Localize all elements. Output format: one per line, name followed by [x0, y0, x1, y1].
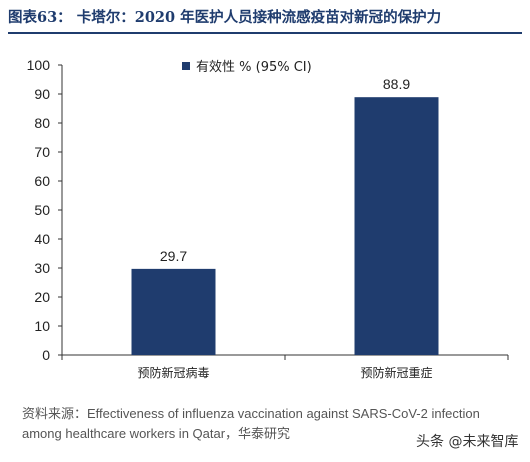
y-tick-label: 40	[34, 231, 50, 247]
data-label: 88.9	[383, 76, 410, 92]
y-tick-label: 60	[34, 173, 50, 189]
bar	[354, 97, 439, 355]
y-tick-label: 0	[42, 347, 50, 363]
y-tick-label: 30	[34, 260, 50, 276]
data-label: 29.7	[160, 248, 187, 264]
source-line-2: among healthcare workers in Qatar，华泰研究	[22, 426, 291, 441]
watermark: 头条 @未来智库	[416, 434, 519, 450]
y-tick-label: 70	[34, 144, 50, 160]
y-tick-label: 20	[34, 289, 50, 305]
title-divider	[8, 32, 522, 34]
bar-chart: 0 10 20 30 40 50 60 70 80 90 100 29.7 预防新冠病毒 88.9 预防新…	[27, 57, 509, 380]
y-tick-label: 80	[34, 115, 50, 131]
x-tick-label: 预防新冠病毒	[137, 365, 209, 380]
y-tick-label: 100	[27, 57, 51, 73]
source-line-1: 资料来源：Effectiveness of influenza vaccinat…	[22, 406, 480, 421]
legend-swatch	[182, 62, 190, 70]
bar	[131, 268, 216, 355]
y-tick-label: 10	[34, 318, 50, 334]
source-note: 资料来源：Effectiveness of influenza vaccinat…	[22, 404, 522, 444]
chart-title: 图表63： 卡塔尔：2020 年医护人员接种流感疫苗对新冠的保护力	[8, 9, 442, 26]
legend-label: 有效性 % (95% CI)	[196, 60, 312, 75]
x-tick-label: 预防新冠重症	[360, 365, 432, 380]
y-tick-label: 90	[34, 86, 50, 102]
y-tick-label: 50	[34, 202, 50, 218]
